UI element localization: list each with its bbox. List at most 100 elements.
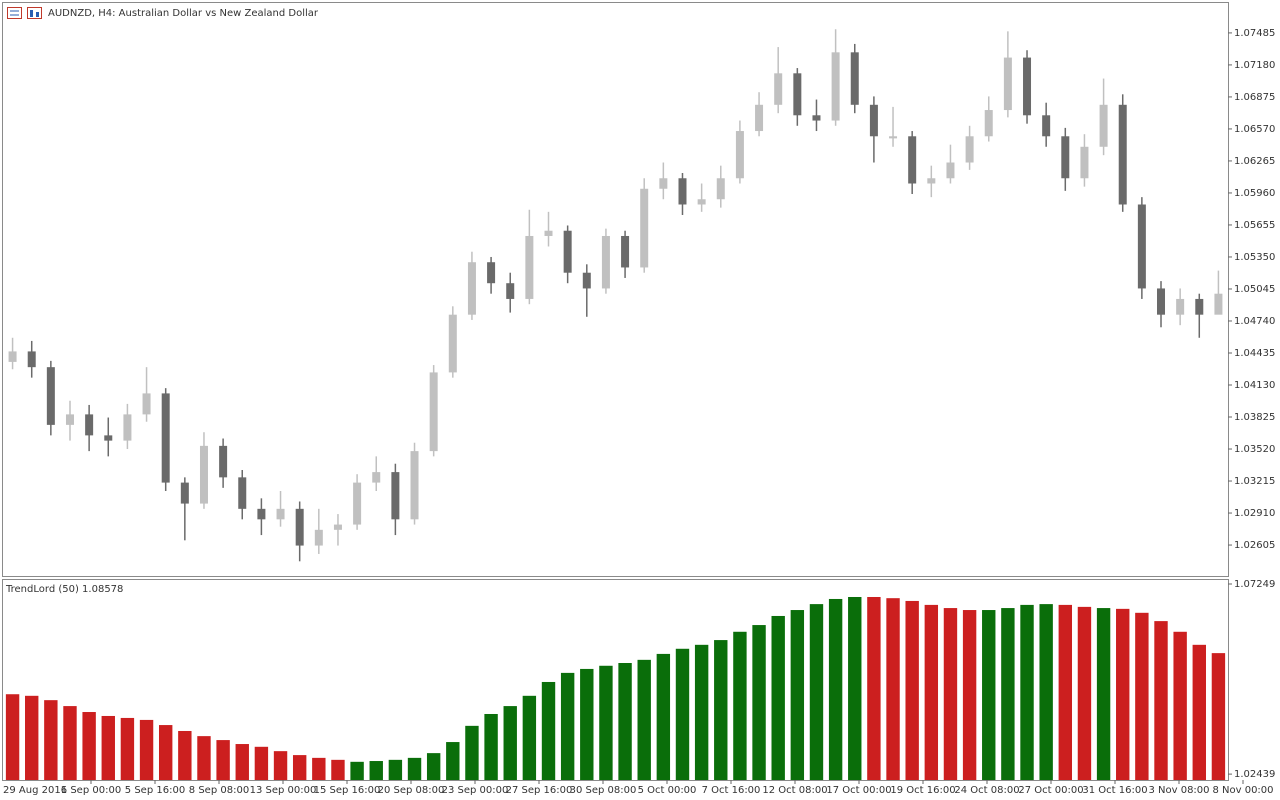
trend-bar <box>790 610 805 780</box>
candle-body <box>429 372 438 452</box>
x-tick-label: 7 Oct 16:00 <box>702 785 761 796</box>
trend-bar <box>1039 604 1053 780</box>
candle-body <box>1042 115 1051 137</box>
y-tick-label: 1.06570 <box>1234 124 1275 135</box>
candle-body <box>1080 146 1089 179</box>
y-tick-label: 1.02439 <box>1234 769 1275 780</box>
candle-body <box>544 230 553 236</box>
trend-bar <box>446 742 460 780</box>
candle-body <box>697 199 706 205</box>
trend-bar <box>580 668 594 780</box>
trend-bar <box>752 625 766 780</box>
trend-bar <box>905 600 919 780</box>
y-tick-label: 1.06265 <box>1234 156 1275 167</box>
trend-bar <box>350 761 364 780</box>
trend-bar <box>407 757 422 780</box>
trend-bar <box>273 751 288 780</box>
trend-bar <box>158 725 173 780</box>
candle-body <box>8 351 17 362</box>
trend-bar <box>1058 604 1073 780</box>
x-tick-label: 5 Oct 00:00 <box>638 785 697 796</box>
trend-bar <box>484 713 498 780</box>
trend-bar <box>828 598 843 780</box>
candle-body <box>812 115 821 121</box>
x-tick-label: 15 Sep 16:00 <box>314 785 381 796</box>
y-tick-label: 1.05960 <box>1234 188 1275 199</box>
trend-bar <box>1116 608 1130 780</box>
trend-bar <box>235 744 249 780</box>
x-tick-label: 20 Sep 08:00 <box>378 785 445 796</box>
x-tick-label: 17 Oct 00:00 <box>826 785 891 796</box>
candle-body <box>295 508 304 546</box>
trend-bar <box>25 695 39 780</box>
candle-body <box>1061 136 1070 179</box>
candle-body <box>161 393 170 483</box>
candle-body <box>850 52 859 105</box>
candle-body <box>85 414 94 436</box>
trend-bar <box>1211 653 1226 780</box>
trend-bar <box>63 706 77 780</box>
candle-body <box>716 178 725 200</box>
candle-body <box>104 435 113 441</box>
candle-body <box>353 482 362 525</box>
trend-bar <box>178 730 192 780</box>
candle-body <box>1137 204 1146 289</box>
trend-bar <box>312 757 326 780</box>
x-tick-label: 19 Oct 16:00 <box>890 785 955 796</box>
y-tick-label: 1.04435 <box>1234 348 1275 359</box>
y-tick-label: 1.05045 <box>1234 284 1275 295</box>
trend-bar <box>714 640 728 780</box>
y-tick-label: 1.04740 <box>1234 316 1275 327</box>
candle-body <box>659 178 668 189</box>
y-tick-label: 1.03825 <box>1234 412 1275 423</box>
candle-body <box>640 188 649 268</box>
trend-bar <box>197 736 211 780</box>
candle-body <box>908 136 917 184</box>
x-tick-label: 1 Sep 00:00 <box>61 785 121 796</box>
candle-body <box>276 508 285 520</box>
indicator-frame <box>2 579 1229 781</box>
candle-body <box>601 235 610 289</box>
candle-body <box>410 451 419 520</box>
candle-body <box>372 472 381 483</box>
x-tick-label: 29 Aug 2016 <box>3 785 67 796</box>
indicator-title: TrendLord (50) 1.08578 <box>5 584 123 595</box>
trend-bar <box>848 596 862 780</box>
candle-body <box>238 477 247 509</box>
trend-bar <box>1173 631 1187 780</box>
y-tick-label: 1.03520 <box>1234 444 1275 455</box>
candle-body <box>142 393 151 415</box>
candle-body <box>927 178 936 184</box>
trend-bar <box>560 672 575 780</box>
candle-body <box>199 445 208 504</box>
main-frame <box>2 2 1229 577</box>
y-tick-label: 1.07180 <box>1234 60 1275 71</box>
trend-bar <box>1077 606 1092 780</box>
trend-bar <box>733 631 747 780</box>
candle-body <box>314 529 323 546</box>
trend-bar <box>541 681 556 780</box>
y-tick-label: 1.02910 <box>1234 508 1275 519</box>
x-tick-label: 3 Nov 08:00 <box>1148 785 1209 796</box>
candle-body <box>1176 298 1185 315</box>
candle-body <box>831 52 840 121</box>
y-tick-label: 1.04130 <box>1234 380 1275 391</box>
candle-body <box>621 235 630 268</box>
trend-bar <box>101 715 115 780</box>
trend-bar <box>5 694 20 780</box>
candle-body <box>46 367 55 425</box>
trend-bar <box>1154 621 1168 780</box>
y-tick-label: 1.05350 <box>1234 252 1275 263</box>
x-tick-label: 27 Sep 16:00 <box>506 785 573 796</box>
trend-bar <box>216 740 230 780</box>
candle-body <box>1157 288 1166 315</box>
candle-body <box>27 351 36 368</box>
trend-bar <box>962 610 977 780</box>
trend-bar <box>924 604 939 780</box>
candle-body <box>774 73 783 105</box>
trend-bar <box>1096 608 1111 780</box>
x-tick-label: 24 Oct 08:00 <box>954 785 1019 796</box>
trend-bar <box>1020 604 1034 780</box>
candle-body <box>1003 57 1012 111</box>
